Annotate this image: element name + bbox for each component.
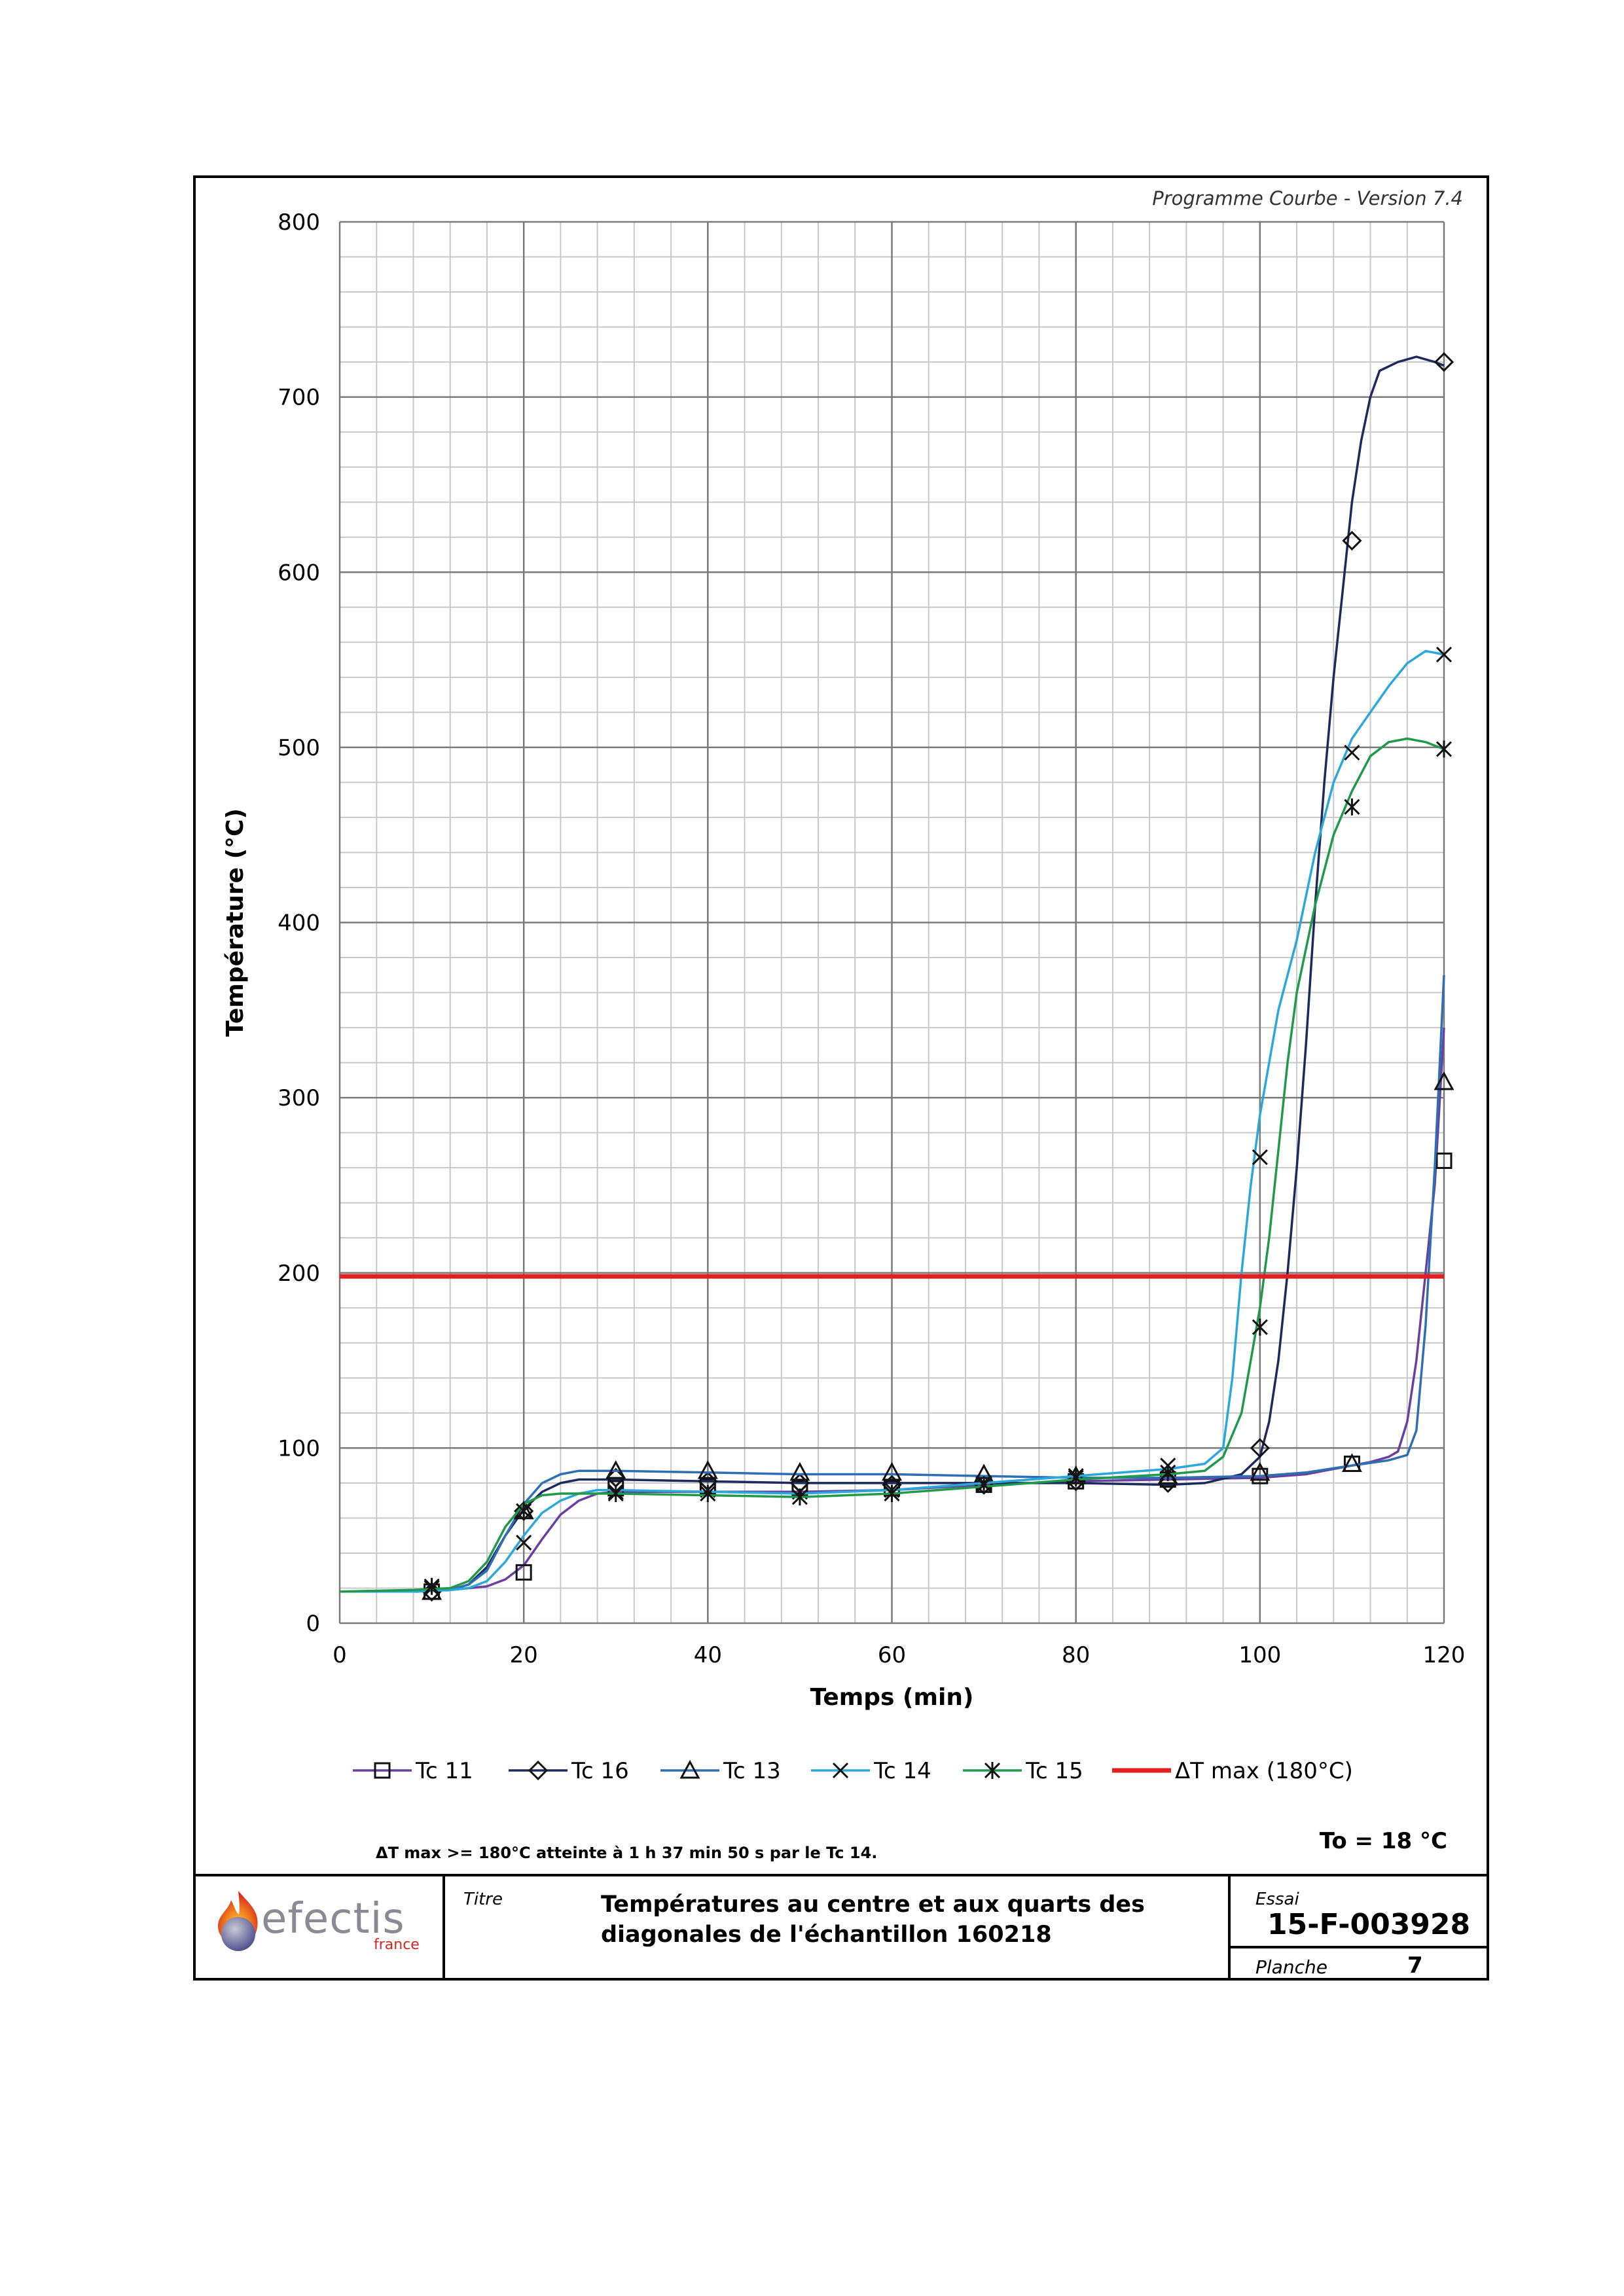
essai-cell: Essai 15-F-003928 Planche 7 [1231,1876,1489,1981]
legend-marker [832,1762,849,1779]
data-point-series-3 [881,1462,903,1481]
x-tick-label: 120 [1423,1642,1466,1668]
logo-cell: efectis france [193,1876,445,1981]
y-tick-label: 0 [306,1611,320,1637]
data-point-series-3 [1250,1462,1271,1481]
x-tick-label: 80 [1062,1642,1090,1668]
data-point-series-5 [424,1577,440,1595]
data-point-series-3 [605,1460,626,1479]
data-point-series-1 [1435,1152,1453,1169]
x-tick-label: 40 [694,1642,722,1668]
legend-marker [374,1762,391,1779]
y-tick-label: 200 [278,1261,320,1287]
data-point-series-3 [789,1462,810,1481]
x-axis-title: Temps (min) [810,1684,974,1711]
data-point-series-4 [1344,744,1360,761]
data-point-series-5 [516,1502,532,1520]
y-tick-label: 100 [278,1435,320,1462]
planche-label: Planche [1255,1956,1327,1978]
title-cell: Titre Températures au centre et aux quar… [445,1876,1231,1981]
legend-marker [984,1762,1001,1779]
x-tick-label: 100 [1238,1642,1281,1668]
data-point-series-5 [1435,740,1453,758]
flame-logo-icon [218,1891,258,1951]
ambient-temperature: To = 18 °C [1319,1828,1447,1854]
x-tick-label: 0 [333,1642,347,1668]
legend-label: Tc 11 [415,1758,473,1784]
series-line-5 [339,737,1445,1593]
x-tick-label: 20 [510,1642,538,1668]
data-point-series-3 [1341,1453,1362,1472]
essai-number: 15-F-003928 [1267,1908,1471,1941]
program-version: Programme Courbe - Version 7.4 [1152,187,1463,209]
essai-label: Essai [1255,1890,1299,1909]
data-point-series-5 [976,1476,992,1494]
y-tick-label: 300 [278,1085,320,1111]
data-point-series-5 [884,1484,900,1502]
report-title-line-1: Températures au centre et aux quarts des [601,1892,1145,1918]
x-tick-label: 60 [878,1642,906,1668]
y-tick-label: 700 [278,385,320,411]
y-axis-title: Température (°C) [222,808,249,1037]
data-point-series-5 [1344,798,1360,816]
data-point-series-2 [1342,530,1362,551]
y-tick-label: 600 [278,560,320,586]
data-point-series-5 [1068,1469,1084,1486]
y-tick-label: 500 [278,735,320,761]
data-point-series-5 [607,1484,624,1502]
legend-label: Tc 13 [723,1758,781,1784]
planche-number: 7 [1407,1952,1423,1979]
temperature-chart: 0 100 200 300 400 500 600 700 800 0 20 40 60 80 100 120… [222,209,1466,1784]
data-point-series-2 [1250,1438,1270,1458]
legend-label: ΔT max (180°C) [1175,1758,1353,1784]
legend-label: Tc 16 [571,1758,629,1784]
data-point-series-4 [516,1534,532,1551]
planche-row: Planche 7 [1231,1946,1489,1981]
legend-marker [679,1759,700,1779]
data-point-series-4 [1252,1149,1268,1166]
logo-subtitle: france [374,1937,420,1953]
title-label: Titre [463,1890,503,1909]
report-title: Températures au centre et aux quarts des… [601,1890,1145,1950]
data-point-series-5 [700,1484,716,1502]
legend-label: Tc 14 [873,1758,931,1784]
data-point-series-2 [1158,1473,1178,1494]
data-point-series-4 [1435,646,1453,663]
delta-t-footnote: ΔT max >= 180°C atteinte à 1 h 37 min 50… [376,1844,878,1862]
report-sheet: Programme Courbe - Version 7.4 0 100 200 30… [193,175,1489,1981]
report-title-line-2: diagonales de l'échantillon 160218 [601,1922,1052,1948]
data-point-series-5 [1252,1318,1268,1336]
series-line-3 [340,975,1445,1593]
data-point-series-3 [1434,1071,1454,1090]
data-point-series-2 [1434,351,1454,372]
data-point-series-5 [1160,1463,1176,1481]
title-block: efectis france Titre Températures au cen… [193,1874,1489,1981]
data-point-series-5 [791,1488,808,1506]
legend-marker [528,1760,549,1781]
y-tick-label: 800 [278,209,320,236]
y-tick-label: 400 [278,910,320,937]
logo-wordmark: efectis [261,1895,405,1943]
legend-label: Tc 15 [1025,1758,1083,1784]
data-point-series-3 [697,1460,718,1479]
data-point-series-1 [515,1564,532,1581]
